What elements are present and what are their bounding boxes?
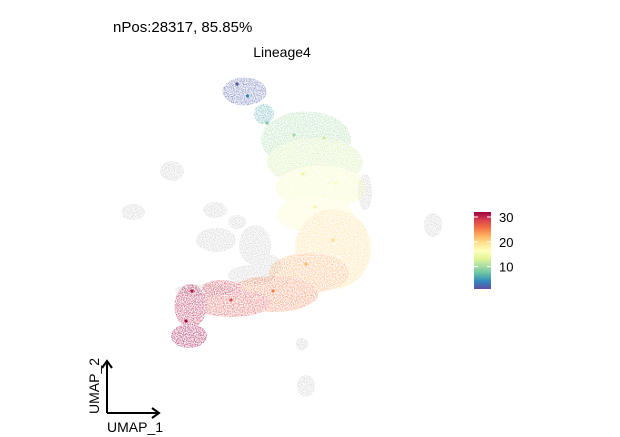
umap-axis-indicator <box>101 359 161 419</box>
cell-density-region <box>202 280 242 296</box>
lineage-cells <box>171 77 371 348</box>
plot-subtitle: nPos:28317, 85.85% <box>113 19 252 36</box>
data-point <box>331 238 335 242</box>
data-point <box>271 289 275 293</box>
y-axis-arrow-head <box>101 359 113 369</box>
data-point <box>235 82 239 86</box>
data-point <box>292 133 296 137</box>
plot-title: Lineage4 <box>253 44 311 60</box>
data-point <box>229 298 233 302</box>
data-point <box>265 121 269 125</box>
data-point <box>334 181 338 185</box>
trajectory-points <box>184 82 338 323</box>
data-point <box>313 205 317 209</box>
data-point <box>190 289 194 293</box>
cell-density-region <box>174 284 207 328</box>
x-axis-arrow-head <box>151 407 161 419</box>
colorbar-legend: 10 20 30 <box>474 210 513 289</box>
data-point <box>245 94 250 98</box>
cell-density-region <box>254 104 274 124</box>
x-axis-label: UMAP_1 <box>107 419 163 435</box>
data-point <box>301 172 305 176</box>
cell-density-region <box>222 77 267 106</box>
colorbar-tick-label: 30 <box>499 210 513 225</box>
colorbar-tick-label: 10 <box>499 260 513 275</box>
colorbar-gradient <box>474 212 491 289</box>
cell-density-region <box>171 324 207 348</box>
data-point <box>322 136 326 140</box>
y-axis-label: UMAP_2 <box>86 358 102 414</box>
cell-density-region <box>191 289 271 317</box>
colorbar-tick-label: 20 <box>499 235 513 250</box>
data-point <box>184 319 188 323</box>
data-point <box>304 262 308 266</box>
